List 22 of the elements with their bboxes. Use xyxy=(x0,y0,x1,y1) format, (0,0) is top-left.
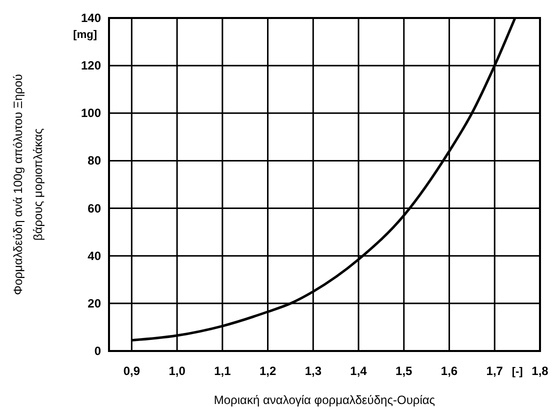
text: [-] xyxy=(512,366,524,378)
y-tick-label: 60 xyxy=(88,201,102,216)
x-tick-label: 1,2 xyxy=(259,364,276,378)
y-tick-label: 140 xyxy=(80,11,102,25)
x-tick-label: 1,8 xyxy=(532,364,549,378)
x-tick-label: 1,1 xyxy=(214,364,232,378)
y-axis-title: Φορμαλδεύδη ανά 100g απόλυτου Ξηρού βάρους μοριοπλάκας xyxy=(11,74,45,295)
y-tick-label: 20 xyxy=(88,296,102,310)
x-tick-label: 1,4 xyxy=(350,364,368,378)
text: [mg] xyxy=(73,29,98,41)
y-tick-label: 120 xyxy=(80,58,102,73)
x-tick-label: 1,5 xyxy=(396,364,413,378)
y-tick-label: 100 xyxy=(80,106,102,120)
x-axis-title: Μοριακή αναλογία φορμαλδεύδης-Ουρίας xyxy=(214,393,436,407)
x-tick-label: 1,3 xyxy=(304,364,322,378)
y-tick-label: 0 xyxy=(94,344,102,358)
x-tick-label: 1,6 xyxy=(440,364,458,378)
x-tick-label: 1,0 xyxy=(168,364,186,378)
x-tick-label: 1,7 xyxy=(486,364,504,378)
y-tick-label: 80 xyxy=(88,154,102,168)
y-tick-label: 40 xyxy=(88,248,102,263)
x-tick-label: 0,9 xyxy=(123,364,140,378)
